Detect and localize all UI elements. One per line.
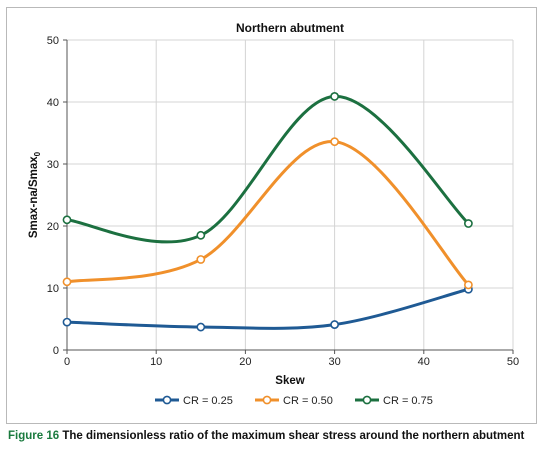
y-tick-label: 20 <box>47 221 59 233</box>
figure-frame <box>6 7 537 424</box>
series-line-2 <box>65 140 470 287</box>
y-tick-labels: 0 10 20 30 40 50 <box>47 35 59 357</box>
legend-swatch-marker <box>162 395 172 405</box>
y-tick-label: 40 <box>47 97 59 109</box>
line-chart: 0 10 20 30 40 50 0 10 20 30 40 50 Northern abutmen… <box>28 21 519 407</box>
data-point <box>196 322 206 332</box>
x-tick-label: 40 <box>418 356 430 368</box>
y-tick-label: 30 <box>47 159 59 171</box>
chart-legend: CR = 0.25 CR = 0.50 CR = 0.75 <box>155 395 433 407</box>
legend-swatch-marker <box>362 395 372 405</box>
y-axis-label-subscript: 0 <box>33 151 42 156</box>
legend-label: CR = 0.75 <box>383 395 433 407</box>
data-point <box>62 215 72 225</box>
series-markers <box>62 92 473 332</box>
series-line-3 <box>65 94 470 244</box>
data-point <box>330 137 339 147</box>
y-tick-label: 10 <box>47 283 59 295</box>
y-tick-label: 0 <box>53 345 59 357</box>
chart-title: Northern abutment <box>236 21 344 35</box>
x-tick-label: 0 <box>64 356 70 368</box>
x-axis-label: Skew <box>275 375 304 387</box>
caption-text: The dimensionless ratio of the maximum s… <box>62 430 525 442</box>
y-axis-label-main: Smax-na/Smax <box>28 156 40 238</box>
data-point <box>62 277 72 287</box>
data-point <box>62 317 72 327</box>
x-tick-labels: 0 10 20 30 40 50 <box>64 356 519 368</box>
data-point <box>463 219 473 228</box>
x-tick-label: 20 <box>239 356 251 368</box>
series-lines <box>65 94 470 330</box>
y-tick-label: 50 <box>47 35 59 47</box>
data-point <box>196 230 206 240</box>
x-tick-label: 10 <box>150 356 162 368</box>
legend-label: CR = 0.50 <box>283 395 333 407</box>
data-point <box>330 320 339 329</box>
y-axis-label: Smax-na/Smax0 <box>28 151 42 238</box>
x-tick-label: 50 <box>507 356 519 368</box>
data-point <box>330 92 339 101</box>
legend-swatch-marker <box>262 395 272 405</box>
data-point <box>196 255 206 264</box>
data-point <box>463 280 473 290</box>
figure-caption: Figure 16 The dimensionless ratio of the… <box>8 430 543 442</box>
legend-label: CR = 0.25 <box>183 395 233 407</box>
caption-label: Figure 16 <box>8 430 60 442</box>
series-line-1 <box>65 287 470 330</box>
x-tick-label: 30 <box>328 356 340 368</box>
grid-lines <box>63 39 514 354</box>
